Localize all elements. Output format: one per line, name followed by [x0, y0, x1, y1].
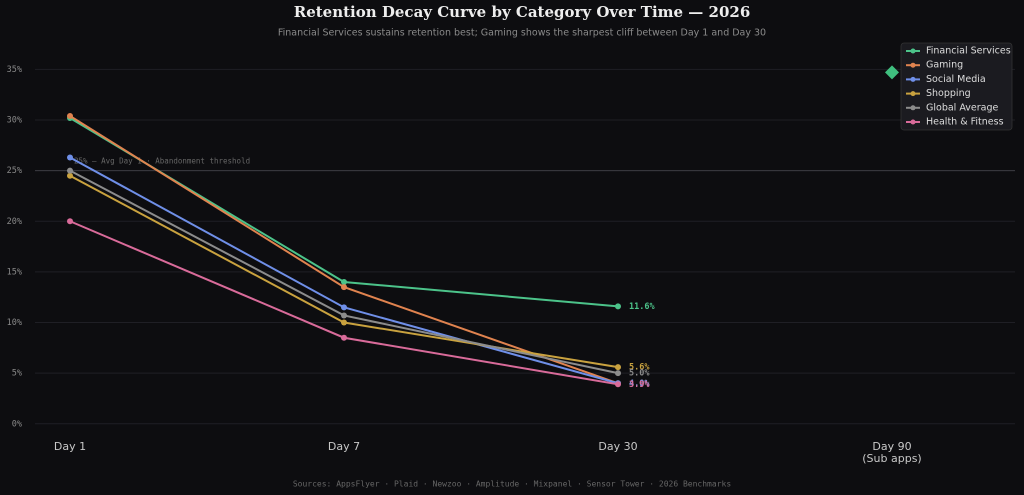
point [341, 334, 347, 341]
legend-label: Gaming [926, 60, 963, 71]
legend-dot [910, 105, 916, 111]
legend-label: Global Average [926, 102, 998, 113]
point [615, 381, 621, 388]
x-tick-label: Day 1 [53, 440, 87, 453]
y-tick-label: 35% [7, 65, 22, 75]
y-tick-label: 25% [7, 166, 22, 176]
series-line [69, 156, 619, 385]
legend-label: Shopping [926, 88, 971, 99]
legend-label: Health & Fitness [926, 117, 1004, 128]
legend-label: Social Media [926, 74, 986, 85]
chart-subtitle: Financial Services sustains retention be… [278, 28, 766, 39]
y-tick-label: 10% [7, 318, 22, 328]
point [67, 167, 73, 174]
legend-dot [910, 119, 916, 125]
y-tick-label: 0% [12, 419, 22, 429]
point [67, 112, 73, 119]
data-label: 4.0% [629, 379, 650, 389]
point [615, 364, 621, 371]
chart-title: Retention Decay Curve by Category Over T… [294, 3, 751, 21]
point [615, 303, 621, 310]
reference-label: 25% — Avg Day 1 · Abandonment threshold [74, 157, 250, 166]
legend-dot [910, 48, 916, 54]
y-tick-label: 30% [7, 116, 22, 126]
data-label: 5.0% [629, 369, 650, 379]
y-tick-label: 15% [7, 267, 22, 277]
point [341, 284, 347, 291]
y-tick-label: 5% [12, 369, 22, 379]
legend-label: Financial Services [926, 46, 1011, 57]
x-tick-label: Day 30 [598, 440, 638, 453]
data-label: 3.9% [629, 380, 650, 390]
legend-dot [910, 91, 916, 97]
point [67, 154, 73, 161]
x-tick-label: Day 90 (Sub apps) [862, 440, 922, 465]
diamond-marker [885, 65, 899, 80]
x-tick-label: Day 7 [327, 440, 361, 453]
y-tick-label: 20% [7, 217, 22, 227]
source-note: Sources: AppsFlyer · Plaid · Newzoo · Am… [293, 480, 731, 489]
series-line [69, 117, 619, 308]
data-label: 4.0% [629, 379, 650, 389]
point [67, 218, 73, 225]
point [341, 279, 347, 286]
data-label: 5.6% [629, 363, 650, 373]
legend-dot [910, 76, 916, 82]
point [615, 370, 621, 377]
legend-box [900, 42, 1013, 131]
data-label: 11.6% [629, 302, 655, 312]
point [67, 172, 73, 179]
point [341, 319, 347, 326]
point [341, 312, 347, 319]
point [341, 304, 347, 311]
legend-dot [910, 62, 916, 68]
